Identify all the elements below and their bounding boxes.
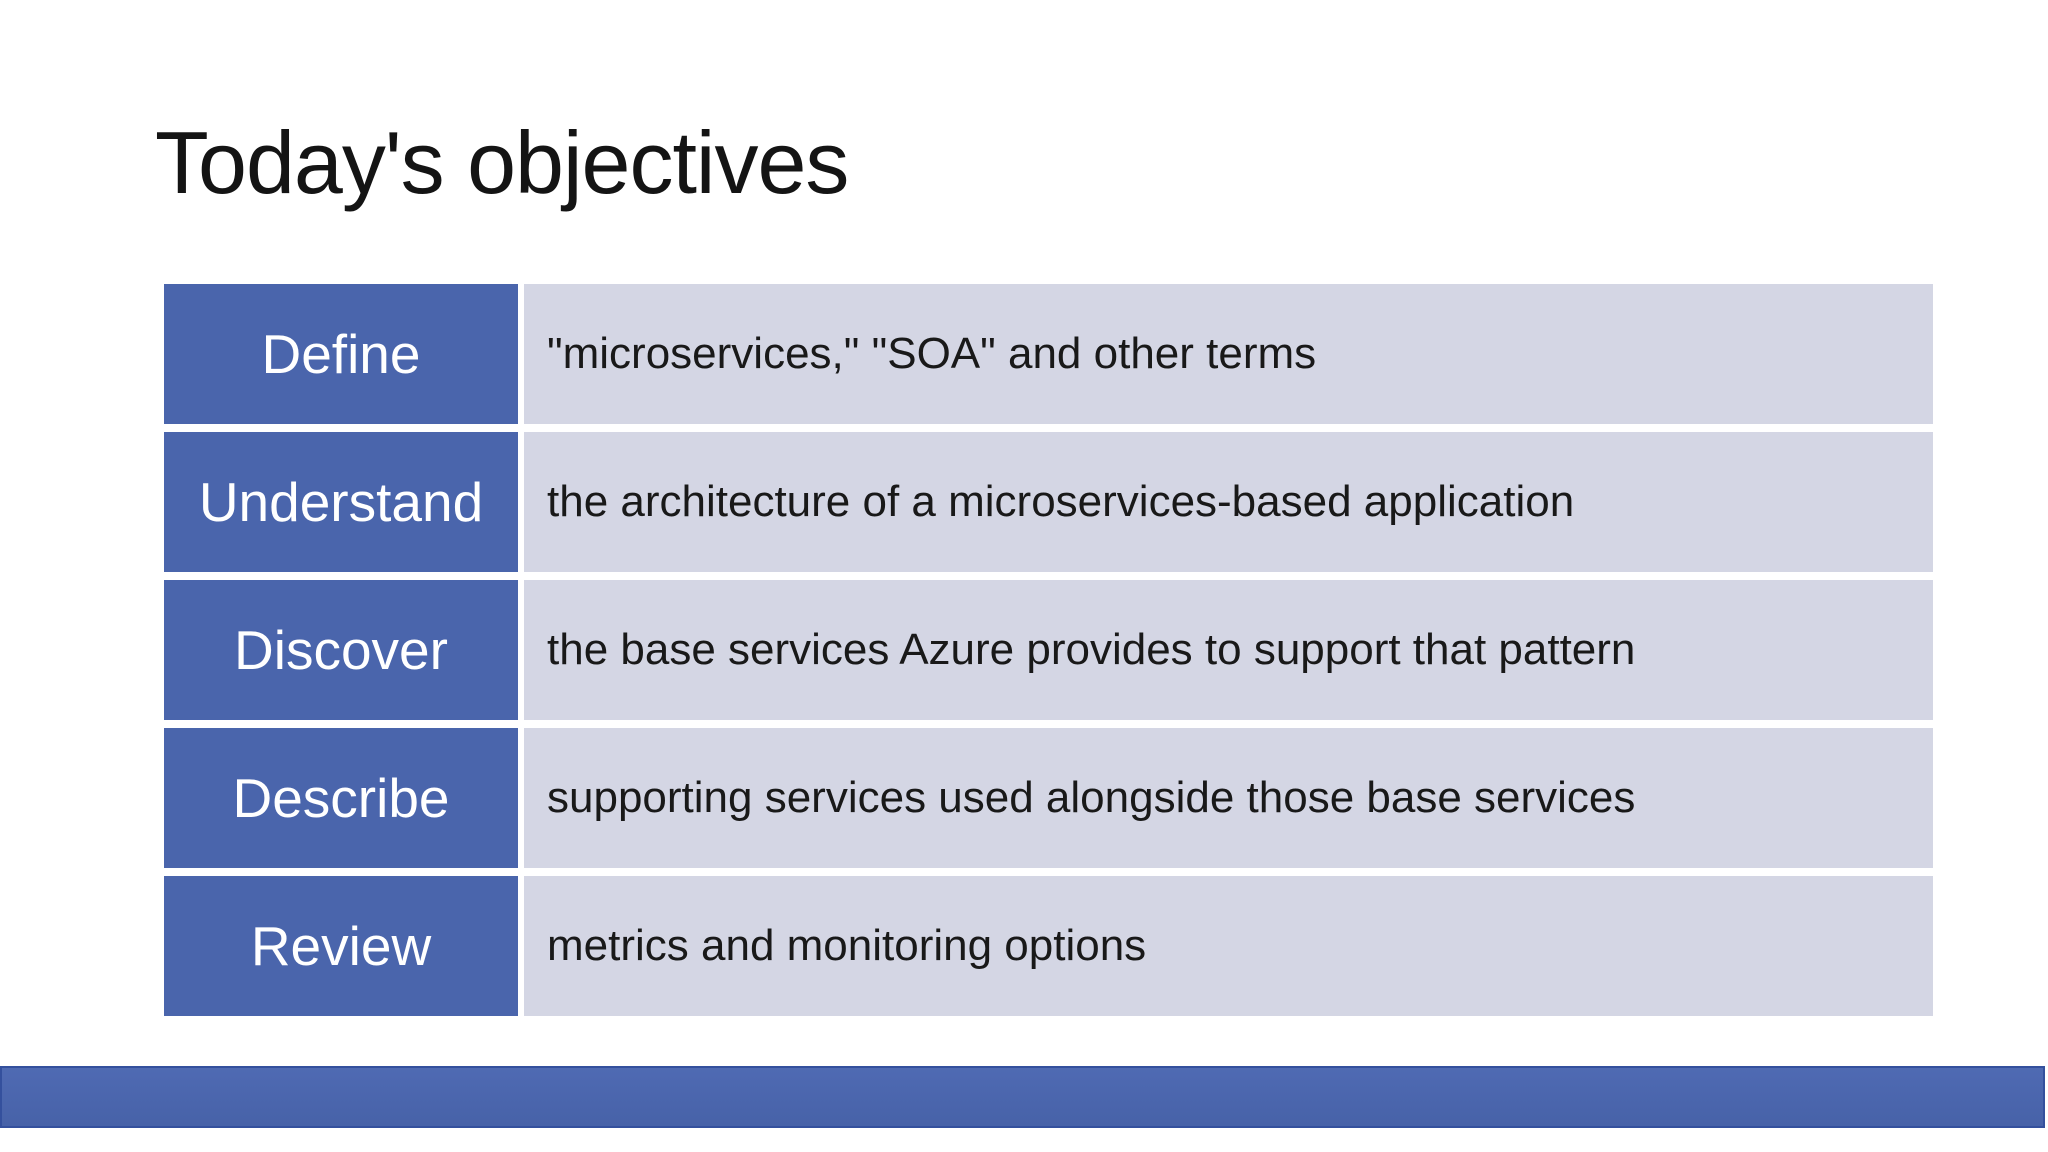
table-row: Describe supporting services used alongs… <box>164 728 1933 868</box>
table-row: Understand the architecture of a microse… <box>164 432 1933 572</box>
table-row: Review metrics and monitoring options <box>164 876 1933 1016</box>
objective-description-cell: metrics and monitoring options <box>524 876 1933 1016</box>
objectives-table: Define "microservices," "SOA" and other … <box>164 284 1933 1016</box>
objective-label-cell: Define <box>164 284 518 424</box>
objective-description-cell: supporting services used alongside those… <box>524 728 1933 868</box>
objective-label-cell: Describe <box>164 728 518 868</box>
table-row: Discover the base services Azure provide… <box>164 580 1933 720</box>
objective-label-cell: Understand <box>164 432 518 572</box>
objective-description-cell: the architecture of a microservices-base… <box>524 432 1933 572</box>
objective-label-cell: Review <box>164 876 518 1016</box>
table-row: Define "microservices," "SOA" and other … <box>164 284 1933 424</box>
objective-description-cell: the base services Azure provides to supp… <box>524 580 1933 720</box>
footer-bar <box>0 1066 2045 1128</box>
page-title: Today's objectives <box>155 113 849 212</box>
objective-label-cell: Discover <box>164 580 518 720</box>
objective-description-cell: "microservices," "SOA" and other terms <box>524 284 1933 424</box>
